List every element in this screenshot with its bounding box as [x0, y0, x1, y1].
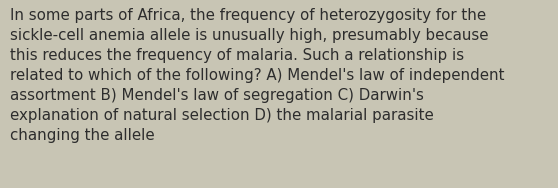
Text: In some parts of Africa, the frequency of heterozygosity for the
sickle-cell ane: In some parts of Africa, the frequency o…	[10, 8, 504, 143]
